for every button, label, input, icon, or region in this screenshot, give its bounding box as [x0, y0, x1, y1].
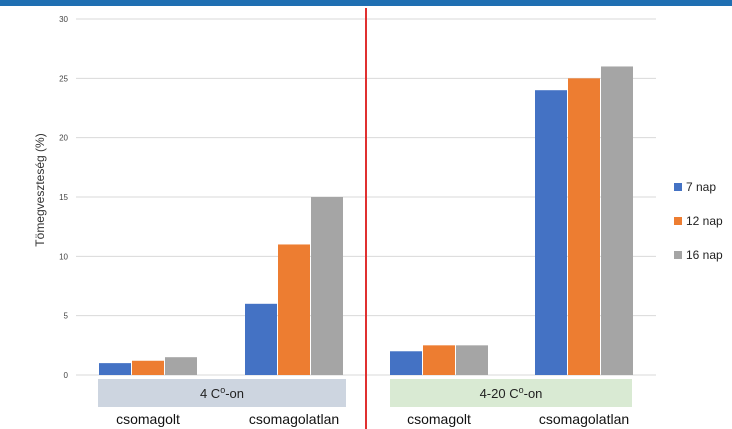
legend-label: 7 nap	[686, 180, 716, 194]
group-label: 4 Co-on	[200, 385, 244, 401]
y-tick-label: 20	[59, 134, 68, 143]
y-tick-label: 10	[59, 252, 68, 261]
bar	[568, 78, 600, 375]
bar	[99, 363, 131, 375]
bar	[423, 345, 455, 375]
legend: 7 nap 12 nap 16 nap	[674, 180, 723, 262]
legend-item: 16 nap	[674, 248, 723, 262]
legend-item: 12 nap	[674, 214, 723, 228]
bar	[535, 90, 567, 375]
bar	[278, 244, 310, 375]
y-axis-ticks: 0 5 10 15 20 25 30	[59, 15, 68, 380]
legend-swatch	[674, 217, 682, 225]
group-bands: 4 Co-on 4-20 Co-on	[98, 379, 632, 407]
category-label: csomagolatlan	[539, 411, 629, 427]
bar	[245, 303, 277, 375]
category-label: csomagolatlan	[249, 411, 339, 427]
group-band	[98, 379, 346, 407]
y-axis-label: Tömegveszteség (%)	[33, 133, 47, 246]
legend-item: 7 nap	[674, 180, 716, 194]
category-label: csomagolt	[116, 411, 180, 427]
y-tick-label: 30	[59, 15, 68, 24]
group-band	[390, 379, 632, 407]
y-tick-label: 15	[59, 193, 68, 202]
group-label: 4-20 Co-on	[480, 385, 543, 401]
bar	[165, 357, 197, 375]
bar	[390, 351, 422, 375]
y-tick-label: 5	[64, 312, 69, 321]
category-label: csomagolt	[407, 411, 471, 427]
legend-label: 16 nap	[686, 248, 723, 262]
top-accent-bar	[0, 0, 732, 6]
bars	[99, 66, 633, 375]
bar	[311, 197, 343, 375]
y-tick-label: 25	[59, 74, 68, 83]
bar	[601, 66, 633, 375]
y-tick-label: 0	[64, 371, 69, 380]
legend-label: 12 nap	[686, 214, 723, 228]
bar	[132, 360, 164, 375]
bar	[456, 345, 488, 375]
legend-swatch	[674, 251, 682, 259]
legend-swatch	[674, 183, 682, 191]
category-labels: csomagolt csomagolatlan csomagolt csomagola…	[116, 411, 629, 427]
